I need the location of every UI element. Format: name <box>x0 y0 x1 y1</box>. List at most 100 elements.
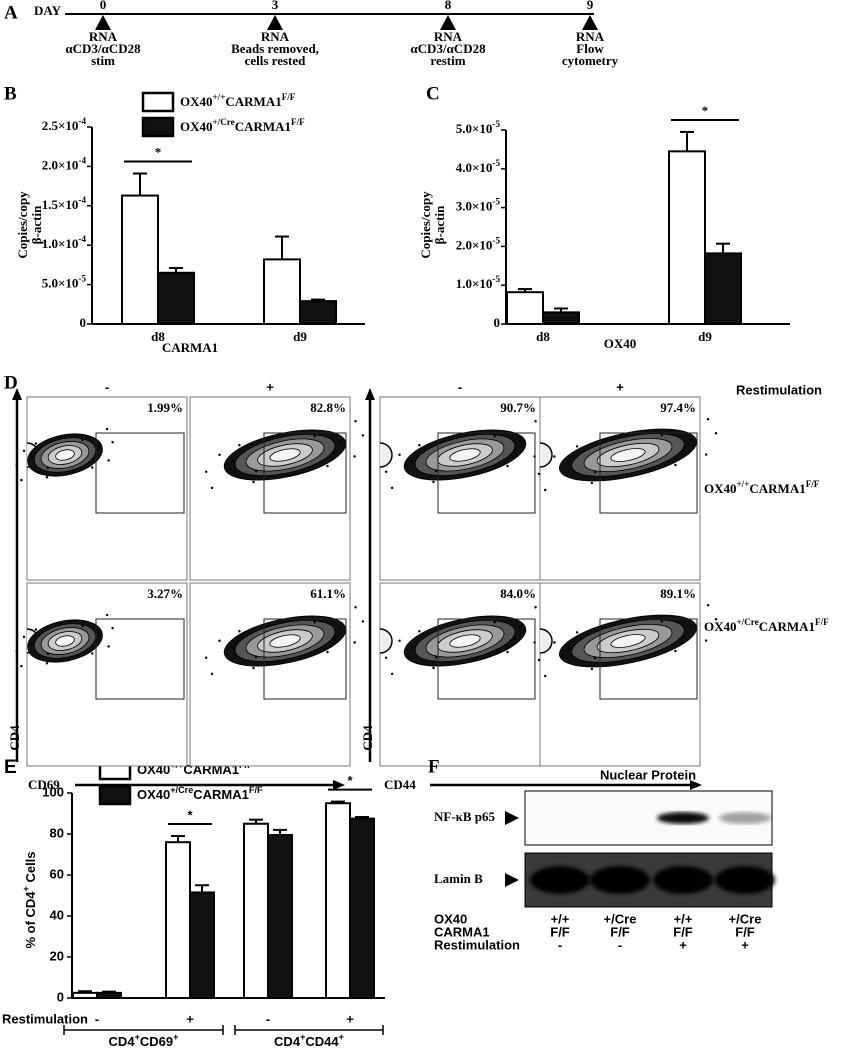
x-tick-label: - <box>95 1011 99 1026</box>
flow-plot <box>379 396 541 581</box>
edge-event <box>379 628 393 654</box>
cell: +/+ <box>551 911 570 926</box>
event-dot <box>410 459 414 463</box>
density-contour <box>15 427 114 482</box>
event-dot <box>107 645 110 648</box>
event-dot <box>339 625 342 629</box>
arrow-head <box>365 388 375 400</box>
event-dot <box>384 656 388 659</box>
event-dot <box>567 647 570 650</box>
flow-plot <box>26 582 188 767</box>
gate-percentage: 3.27% <box>147 586 183 601</box>
event-dot <box>254 655 258 659</box>
group-bracket <box>63 1025 224 1035</box>
cell: - <box>558 937 562 952</box>
y-tick-label: 2.5×10-4 <box>42 116 87 133</box>
event-dot <box>45 662 49 665</box>
text-part: 1.0×10 <box>456 276 493 291</box>
text-part: 2.5×10 <box>42 118 79 133</box>
event-dot <box>689 438 692 441</box>
event-dot <box>575 445 579 448</box>
superscript: + <box>21 886 31 891</box>
x-axis-label: OX40 <box>604 336 637 351</box>
event-dot <box>354 420 357 423</box>
event-dot <box>506 464 509 468</box>
cell: F/F <box>610 924 630 939</box>
text-part: 2.0×10 <box>42 157 79 172</box>
gate <box>95 618 185 700</box>
event-dot <box>45 476 49 479</box>
superscript: -4 <box>78 195 86 205</box>
event-dot <box>418 630 421 633</box>
text-part: OX40 <box>704 481 737 496</box>
column-label: + <box>616 379 624 394</box>
y-tick-label: 2.0×10-4 <box>42 155 87 172</box>
event-dot <box>593 656 597 660</box>
gate-percentage: 90.7% <box>500 400 536 415</box>
error-bar <box>102 990 116 993</box>
superscript: + <box>135 1032 140 1042</box>
event-dot <box>682 635 685 639</box>
event-dot <box>418 444 421 447</box>
significance-mark: * <box>347 773 353 788</box>
superscript: -5 <box>492 274 500 284</box>
y-tick-label: 100 <box>42 784 64 799</box>
text-part: 2.0×10 <box>456 237 493 252</box>
flow-plot <box>539 582 701 767</box>
error-bar <box>331 800 345 804</box>
bar <box>121 194 159 325</box>
cell: F/F <box>673 924 693 939</box>
x-tick-label: + <box>186 1011 194 1026</box>
event-dot <box>513 637 516 640</box>
bar <box>267 834 293 1000</box>
superscript: +/Cre <box>213 117 235 127</box>
blot-label: NF-κB p65 <box>434 809 496 824</box>
column-label: - <box>105 379 109 394</box>
event-dot <box>353 641 356 644</box>
text-part: OX40 <box>137 787 170 802</box>
legend-swatch <box>98 784 132 806</box>
day-note: restim <box>430 53 465 68</box>
column-label: - <box>458 379 462 394</box>
y-tick-label: 2.0×10-5 <box>456 235 501 252</box>
event-dot <box>553 641 556 644</box>
gate-percentage: 84.0% <box>500 586 536 601</box>
superscript: + <box>339 1032 344 1042</box>
x-tick-label: - <box>266 1011 270 1026</box>
genotype-label: OX40+/+CARMA1F/F <box>704 479 820 496</box>
gate-percentage: 61.1% <box>310 586 346 601</box>
band <box>657 812 709 824</box>
arrow-head <box>12 388 22 400</box>
band <box>530 866 590 894</box>
event-dot <box>105 613 109 617</box>
event-dot <box>434 655 438 659</box>
event-dot <box>91 652 94 655</box>
event-dot <box>390 486 394 490</box>
blot-title: Nuclear Protein <box>600 767 696 782</box>
gate <box>599 432 698 514</box>
error-bar <box>169 267 183 273</box>
superscript: +/+ <box>737 479 750 489</box>
text-part: 1.0×10 <box>42 236 79 251</box>
y-axis-label: CD4 <box>7 725 22 751</box>
arrow-head <box>333 780 345 790</box>
text-part: CARMA1 <box>749 481 805 496</box>
event-dot <box>81 624 84 628</box>
event-dot <box>333 637 336 640</box>
blot-label: Lamin B <box>434 871 483 886</box>
legend-swatch <box>141 91 175 113</box>
y-axis-label: β-actin <box>29 205 44 244</box>
bar <box>542 311 580 325</box>
row-label: OX40 <box>434 911 467 926</box>
day-number: 3 <box>272 0 279 12</box>
event-dot <box>519 625 522 629</box>
event-dot <box>432 480 435 484</box>
error-bar <box>554 307 568 313</box>
gate-percentage: 1.99% <box>147 400 183 415</box>
superscript: -4 <box>78 155 86 165</box>
edge-event <box>539 442 553 468</box>
error-bar <box>78 990 92 993</box>
event-dot <box>674 463 677 467</box>
group-label: CD4+CD44+ <box>274 1032 344 1049</box>
cell: - <box>618 937 622 952</box>
